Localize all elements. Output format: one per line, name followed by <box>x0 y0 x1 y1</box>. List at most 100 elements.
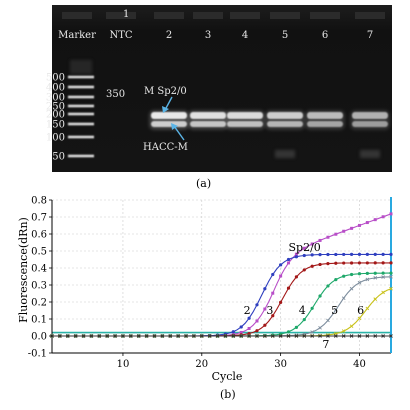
band-label-upper: M Sp2/0 <box>144 86 187 97</box>
series-point <box>263 334 267 338</box>
series-point <box>239 330 243 334</box>
y-tick-label: 0.0 <box>31 332 47 343</box>
ladder-band <box>68 104 94 108</box>
series-point <box>318 253 322 257</box>
ladder-band <box>68 112 94 116</box>
band-annotation: M Sp2/0 HACC-M <box>143 86 188 153</box>
series-point <box>365 277 370 282</box>
series-point <box>318 326 322 330</box>
series-point <box>333 307 338 312</box>
series-point <box>207 334 212 338</box>
band-label-lower: HACC-M <box>143 142 188 153</box>
lane-label: 7 <box>367 30 373 41</box>
series-point <box>373 218 377 222</box>
series-label: 5 <box>331 304 338 317</box>
series-point <box>389 274 393 279</box>
lane-label: 6 <box>322 30 328 41</box>
x-tick-label: 20 <box>195 359 208 370</box>
x-axis-label: Cycle <box>212 370 243 383</box>
y-tick-label: 0.1 <box>31 315 47 326</box>
series-point <box>318 262 322 267</box>
ladder-size-label: 500 <box>46 73 65 84</box>
series-point <box>136 334 141 338</box>
series-point <box>334 261 338 265</box>
ntc-top-label: 1 <box>123 9 129 20</box>
band-upper <box>352 112 388 119</box>
series-point <box>278 334 283 338</box>
gel-well <box>230 12 260 19</box>
series-point <box>113 334 117 338</box>
series-point <box>349 334 354 338</box>
series-point <box>342 274 346 278</box>
series-label: 2 <box>244 304 251 317</box>
series-point <box>349 286 354 291</box>
series-point <box>176 334 180 338</box>
series-point <box>365 221 369 225</box>
series-point <box>357 261 362 265</box>
band-lower <box>267 121 303 127</box>
panel-b-label: (b) <box>220 388 236 401</box>
band-upper <box>307 112 343 119</box>
series-point <box>184 334 188 338</box>
series-point <box>239 334 244 338</box>
series-point <box>302 246 306 250</box>
series-point <box>144 334 149 338</box>
series-point <box>341 334 346 338</box>
series-point <box>373 334 378 338</box>
series-point <box>215 334 220 338</box>
series-point <box>223 334 228 338</box>
band-lower <box>227 121 263 127</box>
series-point <box>97 334 102 338</box>
series-point <box>294 252 298 256</box>
series-label: 6 <box>357 304 364 317</box>
series-point <box>381 334 385 338</box>
series-point <box>389 286 393 291</box>
series-point <box>381 261 385 265</box>
series-point <box>279 274 283 278</box>
arrow-lower-icon <box>173 125 185 141</box>
series-point <box>381 252 385 257</box>
series-point <box>199 334 204 338</box>
lane-label: Marker <box>58 30 96 41</box>
series-point <box>373 252 377 257</box>
series-point <box>365 334 370 338</box>
series-point <box>357 223 361 227</box>
series-point <box>389 271 393 275</box>
arrowhead-lower-icon <box>171 123 178 130</box>
series-point <box>89 334 94 338</box>
series-point <box>389 261 393 265</box>
gel-well <box>355 12 385 19</box>
series-point <box>302 268 306 272</box>
series-point <box>389 252 393 257</box>
series-point <box>365 306 370 311</box>
series-point <box>334 252 338 257</box>
series-point <box>121 334 125 338</box>
series-point <box>294 275 298 279</box>
ladder-band <box>68 122 94 126</box>
ladder-band <box>68 85 94 89</box>
series-point <box>255 329 259 333</box>
series-point <box>310 330 314 334</box>
lane-label: 4 <box>242 30 248 41</box>
series-point <box>270 334 275 338</box>
series-point <box>310 334 314 338</box>
series-point <box>349 261 354 265</box>
y-axis-label: Fluorescence(dRn) <box>17 217 30 323</box>
gel-background <box>52 5 392 172</box>
series-point <box>349 272 354 277</box>
lane-label: 3 <box>205 30 211 41</box>
series-point <box>263 307 267 311</box>
y-tick-label: 0.6 <box>31 230 47 241</box>
series-point <box>286 286 291 290</box>
series-point <box>389 212 393 216</box>
band-lower <box>151 121 187 127</box>
x-tick-label: 40 <box>353 359 366 370</box>
series-point <box>231 334 236 338</box>
series-point <box>389 334 393 338</box>
series-point <box>318 294 322 298</box>
band-upper <box>151 112 187 119</box>
series-point <box>247 326 251 330</box>
series-line <box>52 276 392 337</box>
panel-a-label: (a) <box>196 177 212 190</box>
